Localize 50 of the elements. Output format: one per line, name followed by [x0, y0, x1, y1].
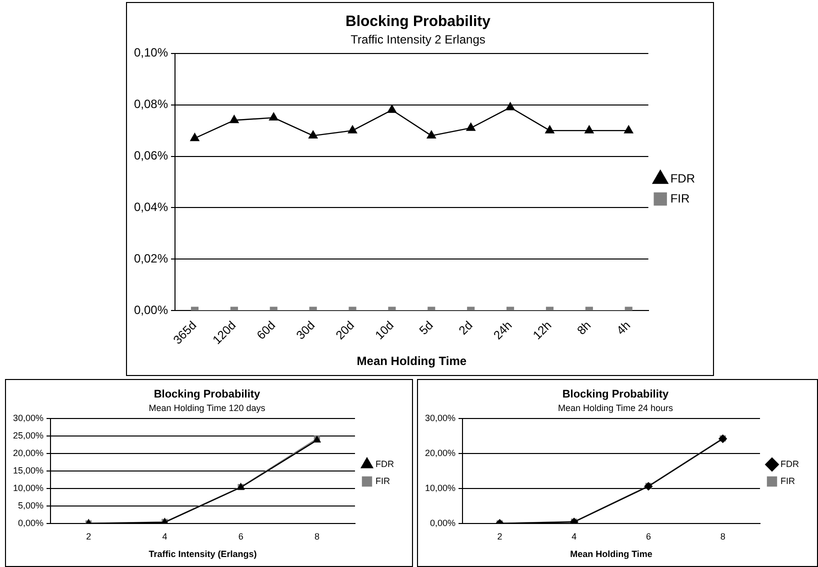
legend-label: FIR	[780, 476, 796, 486]
chart-title: Blocking Probability	[345, 13, 492, 30]
x-tick-label: 2d	[456, 318, 476, 338]
legend-label: FDR	[670, 171, 696, 186]
x-tick-label: 8h	[574, 318, 594, 338]
chart-title: Blocking Probability	[154, 388, 262, 401]
y-tick-label: 30,00%	[12, 412, 44, 423]
legend-label: FIR	[376, 476, 390, 486]
chart-title: Blocking Probability	[562, 388, 670, 401]
y-tick-label: 0,00%	[134, 302, 168, 317]
x-axis-title: Mean Holding Time	[570, 549, 652, 560]
y-tick-label: 0,06%	[134, 148, 168, 163]
x-axis-title: Traffic Intensity (Erlangs)	[148, 549, 257, 560]
x-tick-label: 10d	[372, 318, 396, 342]
y-tick-label: 20,00%	[424, 448, 456, 458]
x-tick-label: 4h	[614, 318, 634, 338]
legend-label: FDR	[376, 458, 394, 469]
x-tick-label: 12h	[530, 318, 554, 342]
x-tick-label: 24h	[490, 318, 515, 342]
x-tick-label: 8	[720, 531, 726, 542]
x-tick-label: 5d	[416, 318, 436, 338]
y-tick-label: 0,10%	[134, 46, 168, 60]
y-tick-label: 10,00%	[12, 482, 44, 493]
chart-subtitle: Mean Holding Time 120 days	[148, 403, 266, 414]
y-tick-label: 5,00%	[18, 500, 44, 510]
x-tick-label: 2	[497, 531, 502, 542]
x-tick-label: 20d	[332, 318, 357, 342]
y-tick-label: 30,00%	[424, 412, 456, 423]
y-tick-label: 20,00%	[12, 448, 44, 458]
legend-label: FIR	[670, 191, 690, 206]
x-tick-label: 4	[162, 531, 168, 542]
y-tick-label: 15,00%	[12, 465, 44, 476]
y-tick-label: 0,00%	[18, 518, 44, 528]
x-axis-title: Mean Holding Time	[356, 354, 467, 368]
y-tick-label: 0,04%	[134, 200, 168, 214]
chart-subtitle: Mean Holding Time 24 hours	[558, 403, 674, 414]
x-tick-label: 60d	[254, 318, 278, 342]
legend-label: FDR	[780, 458, 800, 469]
chart-subtitle: Traffic Intensity 2 Erlangs	[350, 32, 486, 47]
x-tick-label: 6	[238, 531, 244, 542]
x-tick-label: 30d	[293, 318, 318, 342]
y-tick-label: 25,00%	[12, 430, 44, 440]
y-tick-label: 0,08%	[134, 97, 168, 112]
x-tick-label: 2	[86, 531, 92, 542]
y-tick-label: 10,00%	[424, 482, 456, 493]
x-tick-label: 6	[646, 531, 651, 542]
x-tick-label: 4	[572, 531, 577, 542]
y-tick-label: 0,02%	[134, 251, 168, 266]
x-tick-label: 8	[314, 531, 320, 542]
y-tick-label: 0,00%	[430, 518, 456, 528]
